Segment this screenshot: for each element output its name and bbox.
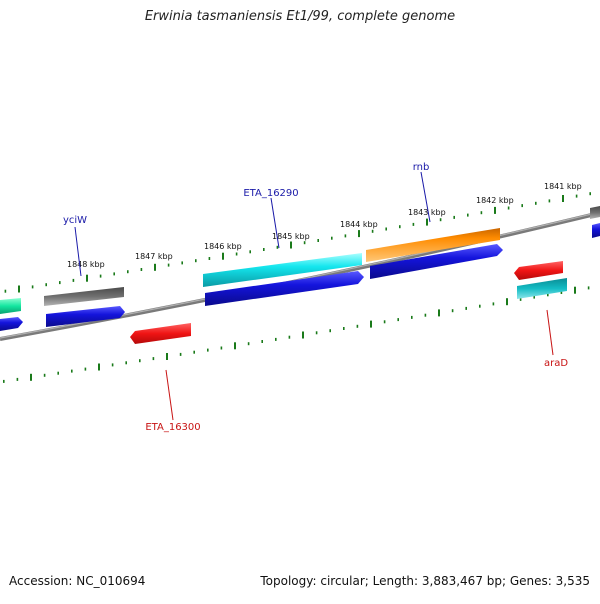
callout-line-eta16290 xyxy=(270,197,280,249)
accession-text: Accession: NC_010694 xyxy=(9,574,146,588)
gene-blue-yciw[interactable] xyxy=(46,306,125,327)
scale-label-1844: 1844 kbp xyxy=(340,220,378,229)
gene-label-eta16300[interactable]: ETA_16300 xyxy=(145,422,200,433)
callout-line-eta16300 xyxy=(165,369,174,421)
gene-blue-eta16290[interactable] xyxy=(205,271,364,306)
gene-labels: yciW ETA_16290 rnb ETA_16300 araD xyxy=(63,162,568,433)
gene-callouts xyxy=(74,171,554,421)
gene-blue-right-edge[interactable] xyxy=(592,223,600,238)
gene-label-arad[interactable]: araD xyxy=(544,358,568,369)
feature-orange-rnb[interactable] xyxy=(366,228,500,262)
scale-label-1841: 1841 kbp xyxy=(544,182,582,191)
callout-line-yciw xyxy=(74,226,82,277)
feature-gray-right[interactable] xyxy=(590,206,600,219)
scale-label-1843: 1843 kbp xyxy=(408,208,446,217)
feature-cyan-eta16290[interactable] xyxy=(203,253,362,287)
feature-gray-left[interactable] xyxy=(44,287,124,306)
genome-summary-text: Topology: circular; Length: 3,883,467 bp… xyxy=(260,574,590,588)
scale-label-1847: 1847 kbp xyxy=(135,252,173,261)
map-title: Erwinia tasmaniensis Et1/99, complete ge… xyxy=(144,9,456,24)
gene-label-rnb[interactable]: rnb xyxy=(413,162,430,173)
feature-green-left[interactable] xyxy=(0,298,21,314)
callout-line-arad xyxy=(546,309,554,356)
feature-teal-arad[interactable] xyxy=(517,278,567,299)
gene-label-yciw[interactable]: yciW xyxy=(63,215,87,226)
callout-line-rnb xyxy=(420,171,431,223)
scale-label-1848: 1848 kbp xyxy=(67,260,105,269)
gene-blue-rnb[interactable] xyxy=(370,244,503,279)
gene-red-eta16300[interactable] xyxy=(130,323,191,344)
inner-scale-ticks xyxy=(2,286,590,383)
outer-scale-ticks xyxy=(4,192,592,293)
gene-red-arad[interactable] xyxy=(514,261,563,280)
gene-label-eta16290[interactable]: ETA_16290 xyxy=(243,188,298,199)
scale-label-1842: 1842 kbp xyxy=(476,196,514,205)
scale-labels: 1848 kbp 1847 kbp 1846 kbp 1845 kbp 1844… xyxy=(67,182,582,269)
gene-blue-left-edge[interactable] xyxy=(0,317,23,331)
scale-label-1846: 1846 kbp xyxy=(204,242,242,251)
scale-label-1845: 1845 kbp xyxy=(272,232,310,241)
